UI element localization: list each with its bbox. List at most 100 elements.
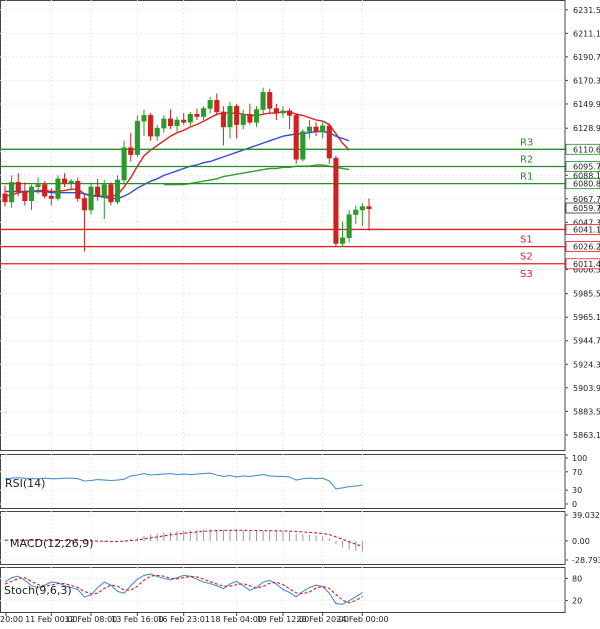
stoch-title: Stoch(9,6,3): [4, 584, 72, 597]
candle-body: [81, 198, 87, 211]
price-y-tick-label: 5985.50: [573, 290, 600, 299]
candle-body: [359, 206, 365, 211]
x-tick-label: 20 Feb 20:00: [296, 615, 348, 624]
x-tick-label: 19 Feb 12:00: [257, 615, 309, 624]
candle-body: [88, 186, 94, 211]
level-name-s1: S1: [520, 234, 533, 245]
candle-body: [207, 100, 213, 109]
level-price-label-s3: 6011.40: [573, 260, 600, 269]
price-y-tick-label: 6088.10: [573, 171, 600, 180]
stoch-k-line: [4, 573, 363, 605]
candle-body: [42, 184, 48, 197]
candle-body: [48, 195, 54, 199]
level-price-box: [565, 224, 600, 235]
candle-body: [333, 157, 339, 244]
candle-body: [240, 113, 246, 125]
candle-body: [260, 92, 266, 110]
price-y-tick-label: 5863.10: [573, 431, 600, 440]
candle-body: [234, 105, 240, 125]
candle-body: [280, 110, 286, 114]
candle-body: [306, 126, 312, 132]
moving-average-line-2: [5, 130, 350, 200]
price-y-tick-label: 5944.70: [573, 337, 600, 346]
candle-body: [214, 100, 220, 113]
level-name-r2: R2: [520, 154, 533, 165]
x-tick-label: 20:00: [0, 615, 23, 624]
candle-body: [253, 109, 260, 123]
candle-body: [353, 209, 359, 215]
level-price-label-r1: 6080.84: [573, 180, 600, 189]
candle-body: [22, 191, 28, 202]
price-y-tick-label: 6128.90: [573, 124, 600, 133]
candle-body: [366, 206, 372, 210]
candle-body: [174, 119, 180, 127]
level-price-box: [565, 241, 600, 253]
candle-body: [108, 184, 114, 203]
price-y-tick-label: 6190.70: [573, 53, 600, 62]
candle-body: [227, 105, 233, 128]
candle-body: [62, 178, 68, 184]
stoch-d-line: [4, 574, 363, 604]
x-tick-label: 11 Feb 00:00: [25, 615, 77, 624]
x-tick-label: 12 Feb 08:00: [65, 615, 117, 624]
price-y-tick-label: 5883.50: [573, 407, 600, 416]
candle-body: [293, 115, 299, 160]
stoch-panel: 80 20 Stoch(9,6,3): [0, 567, 582, 613]
x-tick-label: 24 Feb 00:00: [336, 615, 388, 624]
candle-body: [55, 178, 61, 199]
macd-panel-y-tick-label: 39.032: [572, 511, 600, 520]
last-price-box: [565, 202, 600, 214]
price-y-tick-label: 6067.70: [573, 195, 600, 204]
candle-body: [134, 120, 140, 155]
level-name-s2: S2: [520, 252, 533, 263]
candle-body: [339, 237, 346, 244]
candle-body: [161, 118, 167, 129]
last-price-label: 6059.74: [573, 204, 600, 213]
price-y-tick-label: 6170.30: [573, 76, 600, 85]
macd-panel-y-tick-label: -28.793: [572, 556, 600, 565]
rsi-panel-y-tick-label: 70: [572, 468, 582, 477]
level-name-r1: R1: [520, 172, 533, 183]
x-tick-label: 16 Feb 23:01: [157, 615, 209, 624]
candle-body: [68, 180, 74, 184]
candle-body: [114, 179, 121, 203]
x-tick-label: 18 Feb 04:00: [210, 615, 262, 624]
price-y-tick-label: 6211.10: [573, 29, 600, 38]
candle-body: [15, 182, 21, 192]
candle-body: [346, 214, 352, 238]
candle-body: [35, 184, 41, 188]
candle-body: [2, 193, 8, 203]
candle-body: [28, 186, 35, 202]
candle-body: [148, 115, 154, 137]
rsi-title: RSI(14): [5, 477, 45, 490]
candle-body: [95, 186, 101, 197]
price-y-tick-label: 5903.90: [573, 384, 600, 393]
candle-body: [187, 113, 193, 123]
candle-body: [220, 111, 226, 128]
price-y-tick-label: 6047.30: [573, 218, 600, 227]
stoch-panel-y-tick-label: 80: [572, 574, 582, 583]
candle-body: [101, 184, 107, 197]
rsi-panel-y-tick-label: 30: [572, 486, 582, 495]
price-y-tick-label: 5965.10: [573, 313, 600, 322]
candle-body: [313, 126, 319, 132]
rsi-panel-y-tick-label: 100: [572, 454, 587, 463]
level-price-label-s1: 6041.16: [573, 225, 600, 234]
level-price-box: [565, 258, 600, 270]
candle-body: [300, 131, 306, 160]
candle-body: [154, 127, 160, 137]
price-y-tick-label: 5924.30: [573, 360, 600, 369]
candle-body: [287, 110, 293, 116]
macd-panel-y-tick-label: 0.00: [572, 537, 590, 546]
price-y-tick-label: 6149.90: [573, 100, 600, 109]
candle-body: [273, 108, 279, 114]
level-price-box: [565, 143, 600, 155]
candle-body: [9, 182, 15, 203]
price-y-tick-label: 6231.50: [573, 6, 600, 15]
candle-body: [75, 180, 81, 199]
level-price-box: [565, 161, 600, 172]
price-y-tick-label: 6006.50: [573, 265, 600, 274]
